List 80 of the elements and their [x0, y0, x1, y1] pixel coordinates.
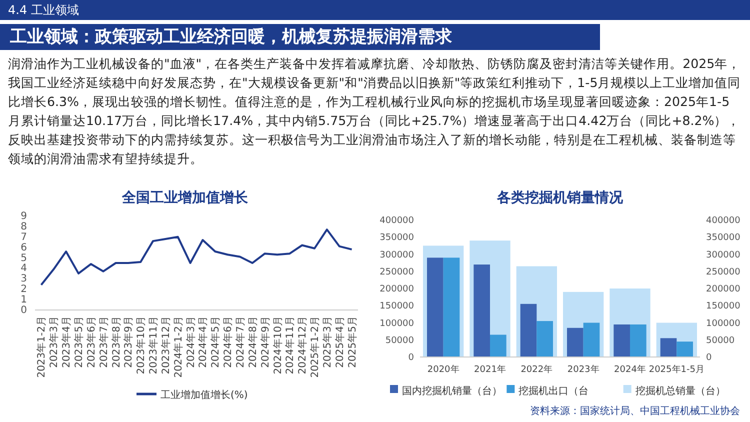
x-tick-label: 2024年1-2月 [172, 316, 184, 378]
y2-tick-label: 250000 [706, 267, 741, 278]
bar [567, 328, 584, 357]
x-tick-label: 2023年12月 [160, 316, 172, 374]
y-tick-label: 150000 [380, 302, 414, 312]
bar [614, 324, 630, 357]
y2-tick-label: 0 [706, 353, 712, 363]
y2-tick-label: 100000 [706, 318, 741, 329]
x-tick-label: 2024年5月 [210, 316, 222, 368]
legend-label: 国内挖掘机销量（台） [402, 385, 502, 397]
bar [536, 321, 553, 357]
x-tick-label: 2022年 [520, 364, 553, 375]
bar [676, 342, 693, 357]
bar [490, 334, 506, 357]
y-tick-label: 50000 [385, 336, 414, 346]
x-tick-label: 2025年1-5月 [648, 364, 704, 375]
x-tick-label: 2023年3月 [48, 316, 60, 368]
x-tick-label: 2023年5月 [72, 316, 85, 368]
x-tick-label: 2024年9月 [259, 316, 272, 368]
y2-tick-label: 400000 [706, 216, 741, 226]
chart-title: 各类挖掘机销量情况 [496, 190, 624, 206]
line-series [40, 228, 353, 286]
x-tick-label: 2023年1-2月 [36, 316, 48, 378]
x-tick-label: 2021年 [474, 364, 506, 375]
x-tick-label: 2023年6月 [85, 316, 98, 368]
x-tick-label: 2023年10月 [135, 316, 148, 374]
y-tick-label: 2 [20, 284, 27, 296]
x-tick-label: 2023年9月 [122, 316, 135, 368]
x-tick-label: 2025年3月 [321, 316, 334, 368]
y-tick-label: 7 [20, 232, 27, 243]
y-tick-label: 1 [20, 294, 27, 306]
y2-tick-label: 150000 [706, 302, 741, 312]
x-tick-label: 2024年8月 [246, 316, 259, 368]
x-tick-label: 2024年 [614, 364, 646, 375]
x-tick-label: 2025年1-2月 [309, 316, 322, 378]
x-tick-label: 2024年6月 [222, 316, 234, 368]
y-tick-label: 4 [20, 263, 27, 274]
text: 润滑油作为工业机械设备的"血液"，在各类生产装备中发挥着减摩抗磨、冷却散热、防锈防腐及密封清洁等关键作用。2025年，我国工业经济延续稳中向好发展态势，在"大规模设备更新"和"消费品以旧换新"等政策红利推动下，1-5月规模以上工业增加值同比增长6.3%，展现出较强的增长韧性。值得注意的是，作为工程机械行业风向标的挖掘机市场呈现显著回暖迹象：2025年1-5月累计销量达10.17万台，同比增长17.4%，其中内销5.75万台（同比+25.7%）增速显著高于出口4.42万台（同比+8.2%），反映出基建投资带动下的内需持续复苏。这一积极信号为工业润滑油市场注入了新的增长动能，特别是在工程机械、装备制造等领域的润滑油需求有望持续提升。 [8, 55, 742, 168]
y2-tick-label: 50000 [706, 336, 735, 346]
y-tick-label: 0 [20, 305, 27, 316]
legend-label: 工业增加值增长(%) [160, 389, 248, 401]
text: 4.4 工业领域 [0, 0, 750, 20]
y-tick-label: 250000 [380, 267, 414, 278]
y-tick-label: 8 [20, 221, 27, 232]
y-tick-label: 400000 [380, 216, 414, 226]
y-tick-label: 9 [20, 211, 27, 222]
x-tick-label: 2024年10月 [272, 316, 284, 374]
text: 资料来源：国家统计局、中国工程机械工业协会 [530, 404, 740, 418]
chart-title: 全国工业增加值增长 [121, 190, 249, 206]
x-tick-label: 2024年7月 [234, 316, 246, 368]
bar [630, 324, 646, 357]
x-tick-label: 2023年11月 [148, 316, 160, 374]
x-tick-label: 2024年11月 [284, 316, 296, 374]
y-tick-label: 6 [20, 242, 27, 254]
y-tick-label: 300000 [380, 250, 414, 260]
y2-tick-label: 300000 [706, 250, 741, 260]
x-tick-label: 2024年12月 [296, 316, 309, 374]
y-tick-label: 0 [408, 353, 414, 363]
x-tick-label: 2025年4月 [334, 316, 346, 368]
y-tick-label: 350000 [380, 233, 414, 244]
x-tick-label: 2024年3月 [184, 316, 197, 368]
y-tick-label: 100000 [380, 318, 414, 329]
x-tick-label: 2023年8月 [110, 316, 122, 368]
x-tick-label: 2023年4月 [60, 316, 73, 368]
y2-tick-label: 200000 [706, 284, 741, 294]
x-tick-label: 2020年 [427, 364, 460, 375]
y2-tick-label: 350000 [706, 233, 741, 244]
text: 工业领域：政策驱动工业经济回暖，机械复苏提振润滑需求 [0, 24, 600, 50]
y-tick-label: 3 [20, 274, 27, 285]
x-tick-label: 2024年4月 [197, 316, 210, 368]
x-tick-label: 2025年5月 [346, 316, 358, 368]
bar [583, 322, 600, 357]
y-tick-label: 200000 [380, 284, 414, 294]
y-tick-label: 5 [20, 252, 27, 264]
bar [660, 338, 677, 357]
bar [520, 304, 537, 357]
legend-label: 挖掘机出口（台 [518, 385, 589, 397]
x-tick-label: 2023年7月 [98, 316, 110, 368]
x-tick-label: 2023年 [567, 364, 600, 375]
legend-label: 挖掘机总销量（台） [635, 385, 726, 397]
